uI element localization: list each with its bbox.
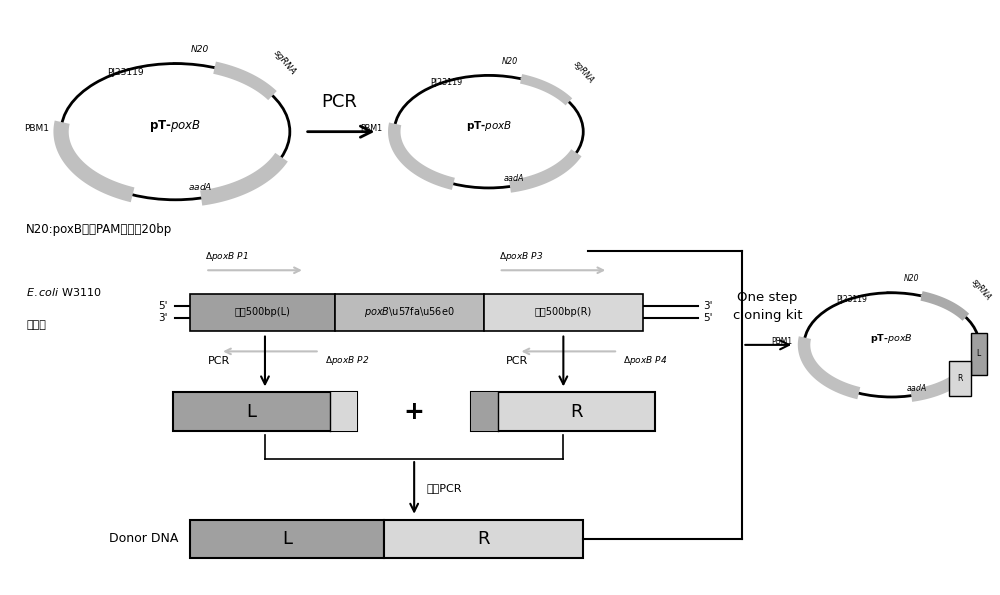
Text: $\mathit{aadA}$: $\mathit{aadA}$ xyxy=(188,181,212,192)
Text: 融合PCR: 融合PCR xyxy=(426,483,462,493)
Text: $\mathit{aadA}$: $\mathit{aadA}$ xyxy=(503,172,525,183)
Text: N20: N20 xyxy=(190,45,209,54)
Text: pT-$\mathit{poxB}$: pT-$\mathit{poxB}$ xyxy=(466,119,512,133)
Text: PBM1: PBM1 xyxy=(360,124,382,133)
Text: L: L xyxy=(282,530,292,548)
Bar xyxy=(971,333,987,375)
Bar xyxy=(484,294,643,331)
Text: N20:poxB基因PAM位点前20bp: N20:poxB基因PAM位点前20bp xyxy=(26,223,173,236)
Bar xyxy=(190,519,384,558)
Text: PBM1: PBM1 xyxy=(771,337,792,346)
Text: Donor DNA: Donor DNA xyxy=(109,533,178,546)
Text: PJ23119: PJ23119 xyxy=(430,78,462,87)
Text: $\mathit{poxB}$\u57fa\u56e0: $\mathit{poxB}$\u57fa\u56e0 xyxy=(364,305,454,319)
Text: pT-$\mathit{poxB}$: pT-$\mathit{poxB}$ xyxy=(870,333,913,346)
Text: L: L xyxy=(977,349,981,358)
Text: PCR: PCR xyxy=(506,356,529,367)
Text: N20: N20 xyxy=(904,274,920,283)
Text: 3': 3' xyxy=(704,302,713,311)
Text: 3': 3' xyxy=(158,313,167,323)
Bar xyxy=(335,294,484,331)
Text: $\Delta$$\mathit{poxB}$ P1: $\Delta$$\mathit{poxB}$ P1 xyxy=(205,250,249,263)
Text: PJ23119: PJ23119 xyxy=(836,295,867,304)
Text: sgRNA: sgRNA xyxy=(272,48,298,77)
Text: L: L xyxy=(247,402,257,421)
Text: N20: N20 xyxy=(502,57,518,66)
Bar xyxy=(471,392,655,431)
Text: 上游500bp(L): 上游500bp(L) xyxy=(235,306,290,317)
Text: sgRNA: sgRNA xyxy=(572,60,595,86)
Text: PCR: PCR xyxy=(322,93,358,111)
Text: PJ23119: PJ23119 xyxy=(107,68,143,77)
Text: $\mathit{aadA}$: $\mathit{aadA}$ xyxy=(906,383,927,393)
Text: One step
cloning kit: One step cloning kit xyxy=(733,291,802,322)
Text: PBM1: PBM1 xyxy=(24,124,49,133)
Text: 5': 5' xyxy=(158,302,167,311)
Text: R: R xyxy=(957,374,962,383)
Text: 基因组: 基因组 xyxy=(26,320,46,330)
Text: $\mathit{E.coli}$ W3110: $\mathit{E.coli}$ W3110 xyxy=(26,286,102,298)
Bar xyxy=(173,392,357,431)
Text: 下游500bp(R): 下游500bp(R) xyxy=(535,306,592,317)
Text: PCR: PCR xyxy=(208,356,230,367)
Bar xyxy=(330,392,357,431)
Text: 5': 5' xyxy=(704,313,713,323)
Text: $\Delta$$\mathit{poxB}$ P3: $\Delta$$\mathit{poxB}$ P3 xyxy=(499,250,543,263)
Bar xyxy=(384,519,583,558)
Text: R: R xyxy=(478,530,490,548)
Bar xyxy=(949,361,971,396)
Text: +: + xyxy=(404,399,425,424)
Bar xyxy=(471,392,498,431)
Text: R: R xyxy=(571,402,583,421)
Text: $\Delta$$\mathit{poxB}$ P2: $\Delta$$\mathit{poxB}$ P2 xyxy=(325,355,369,367)
Bar xyxy=(190,294,335,331)
Text: pT-$\mathit{poxB}$: pT-$\mathit{poxB}$ xyxy=(149,118,202,134)
Text: $\Delta$$\mathit{poxB}$ P4: $\Delta$$\mathit{poxB}$ P4 xyxy=(623,355,667,367)
Text: sgRNA: sgRNA xyxy=(970,277,993,302)
